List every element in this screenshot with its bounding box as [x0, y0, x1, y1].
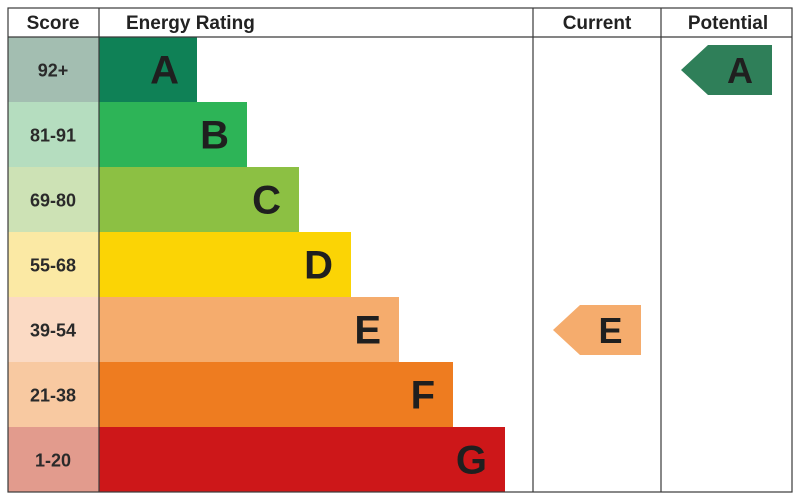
band-letter-c: C	[252, 179, 281, 223]
band-letter-a: A	[150, 49, 179, 93]
score-cell-e	[8, 297, 99, 362]
table-border	[7, 7, 793, 493]
score-header: Score	[27, 13, 80, 34]
score-cell-b	[8, 102, 99, 167]
band-bar-e	[99, 297, 399, 362]
score-label-g: 1-20	[35, 451, 71, 471]
score-label-b: 81-91	[30, 126, 76, 146]
potential-header: Potential	[688, 13, 768, 34]
score-cell-a	[8, 37, 99, 102]
score-label-a: 92+	[38, 61, 69, 81]
band-bar-b	[99, 102, 247, 167]
band-bar-d	[99, 232, 351, 297]
band-letter-f: F	[411, 374, 435, 418]
arrows-layer: EA	[553, 45, 772, 355]
score-label-f: 21-38	[30, 386, 76, 406]
score-cell-c	[8, 167, 99, 232]
score-cell-f	[8, 362, 99, 427]
band-bar-f	[99, 362, 453, 427]
band-bar-g	[99, 427, 505, 492]
current-rating-letter: E	[598, 310, 622, 351]
band-letter-g: G	[456, 439, 487, 483]
score-label-d: 55-68	[30, 256, 76, 276]
band-bar-c	[99, 167, 299, 232]
potential-rating-arrow	[681, 45, 772, 95]
bands-layer: 92+ A 81-91 B 69-80 C 55-68 D 39-54 E 21-38 F 1-20 G	[8, 37, 505, 492]
header-row: Score Energy Rating Current Potential	[27, 13, 769, 34]
band-letter-e: E	[354, 309, 381, 353]
potential-rating-letter: A	[727, 50, 753, 91]
table-grid	[7, 7, 793, 493]
current-header: Current	[563, 13, 632, 34]
score-label-c: 69-80	[30, 191, 76, 211]
score-cell-d	[8, 232, 99, 297]
score-cell-g	[8, 427, 99, 492]
band-bar-a	[99, 37, 197, 102]
current-rating-arrow	[553, 305, 641, 355]
band-letter-b: B	[200, 114, 229, 158]
band-letter-d: D	[304, 244, 333, 288]
energy-rating-header: Energy Rating	[126, 13, 255, 34]
score-label-e: 39-54	[30, 321, 76, 341]
